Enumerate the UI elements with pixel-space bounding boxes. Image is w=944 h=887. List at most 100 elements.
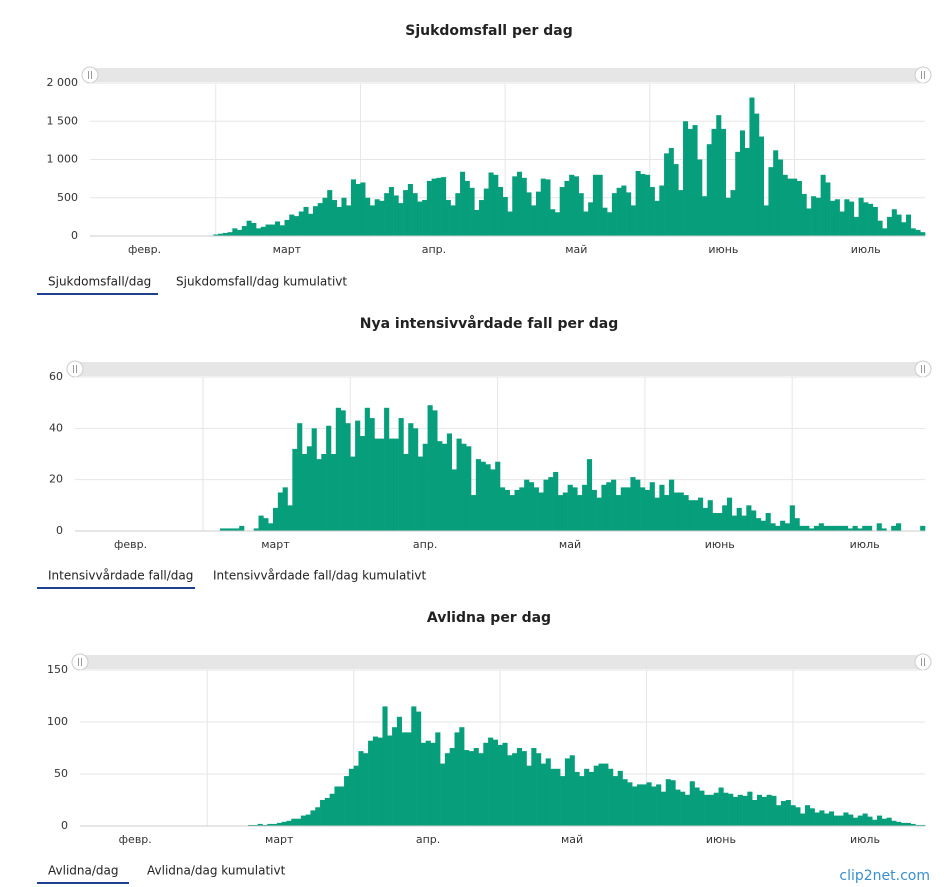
bar xyxy=(524,479,530,531)
tab[interactable]: Sjukdomsfall/dag xyxy=(48,275,151,289)
bar xyxy=(279,225,285,236)
bar xyxy=(747,791,753,826)
bar xyxy=(289,214,295,236)
bar xyxy=(461,443,467,531)
bar xyxy=(471,495,477,531)
bar xyxy=(844,199,850,236)
bar xyxy=(229,528,235,531)
bar xyxy=(435,732,441,826)
bar xyxy=(262,824,268,826)
bar xyxy=(360,182,366,236)
bar xyxy=(664,495,670,531)
bar xyxy=(416,711,422,826)
tab[interactable]: Intensivvårdade fall/dag kumulativt xyxy=(213,569,426,583)
bar xyxy=(881,818,887,826)
slider-handle[interactable] xyxy=(914,360,932,378)
bar xyxy=(804,805,811,826)
bar xyxy=(545,758,551,826)
bar xyxy=(799,525,805,531)
bar xyxy=(620,487,626,531)
bar xyxy=(312,206,319,236)
bar xyxy=(509,495,515,531)
y-tick-label: 0 xyxy=(71,229,78,242)
slider-handle[interactable] xyxy=(914,66,932,84)
bar xyxy=(528,482,535,531)
bar xyxy=(891,209,897,236)
bar xyxy=(441,177,447,236)
slider-handle[interactable] xyxy=(71,653,89,671)
bar xyxy=(464,750,470,826)
bar xyxy=(232,228,238,236)
bar xyxy=(583,211,589,236)
tab[interactable]: Intensivvårdade fall/dag xyxy=(48,569,193,583)
bar xyxy=(842,525,849,531)
bar xyxy=(270,224,276,236)
bar xyxy=(573,176,579,236)
bar xyxy=(268,523,274,531)
bar xyxy=(369,205,375,236)
bar xyxy=(403,454,409,531)
tab[interactable]: Avlidna/dag xyxy=(48,864,118,878)
bar xyxy=(483,188,489,236)
bar xyxy=(572,487,578,531)
bar xyxy=(790,805,796,826)
bar xyxy=(809,528,815,531)
bar xyxy=(297,423,303,531)
bar xyxy=(305,814,311,826)
bar xyxy=(316,459,322,531)
bar xyxy=(636,784,643,826)
bar xyxy=(398,203,404,236)
bar xyxy=(497,744,503,826)
bar xyxy=(730,190,736,236)
x-tick-label: июль xyxy=(850,833,880,846)
slider-handle[interactable] xyxy=(914,653,932,671)
bar xyxy=(617,770,623,826)
bar xyxy=(275,221,281,236)
bar xyxy=(906,214,912,236)
bar xyxy=(680,791,686,826)
bar xyxy=(606,482,612,531)
x-tick-label: март xyxy=(265,833,294,846)
bar xyxy=(766,794,772,826)
bar xyxy=(569,755,575,826)
bar xyxy=(327,190,333,236)
bar xyxy=(702,507,708,531)
slider-handle[interactable] xyxy=(66,360,84,378)
bar xyxy=(627,782,633,826)
bar xyxy=(330,454,337,531)
tab[interactable]: Sjukdomsfall/dag kumulativt xyxy=(176,275,347,289)
bar xyxy=(640,487,646,531)
y-tick-label: 0 xyxy=(61,819,68,832)
watermark: clip2net.com xyxy=(839,868,930,884)
bar xyxy=(550,768,556,826)
bar xyxy=(369,418,375,531)
bar xyxy=(543,479,549,531)
bar xyxy=(246,220,252,236)
bar xyxy=(493,174,499,236)
bar xyxy=(782,174,788,236)
bar xyxy=(339,786,345,826)
bar xyxy=(300,815,306,826)
bar xyxy=(526,765,532,826)
bar xyxy=(272,823,278,826)
bar xyxy=(839,211,845,236)
bar xyxy=(374,199,380,236)
bar xyxy=(651,786,657,826)
x-tick-label: июнь xyxy=(706,833,736,846)
slider-handle[interactable] xyxy=(81,66,99,84)
bar xyxy=(257,823,263,826)
bar xyxy=(872,206,878,236)
bar xyxy=(588,202,594,236)
bar xyxy=(630,477,636,531)
tab-underline xyxy=(37,293,158,295)
tab[interactable]: Avlidna/dag kumulativt xyxy=(147,864,286,878)
bar xyxy=(398,418,404,531)
bar xyxy=(611,479,617,531)
x-tick-label: апр. xyxy=(416,833,440,846)
bar xyxy=(905,822,911,826)
bar xyxy=(353,765,359,826)
bar xyxy=(425,740,431,826)
bar xyxy=(507,755,513,826)
bar xyxy=(741,515,747,531)
bar xyxy=(593,765,599,826)
